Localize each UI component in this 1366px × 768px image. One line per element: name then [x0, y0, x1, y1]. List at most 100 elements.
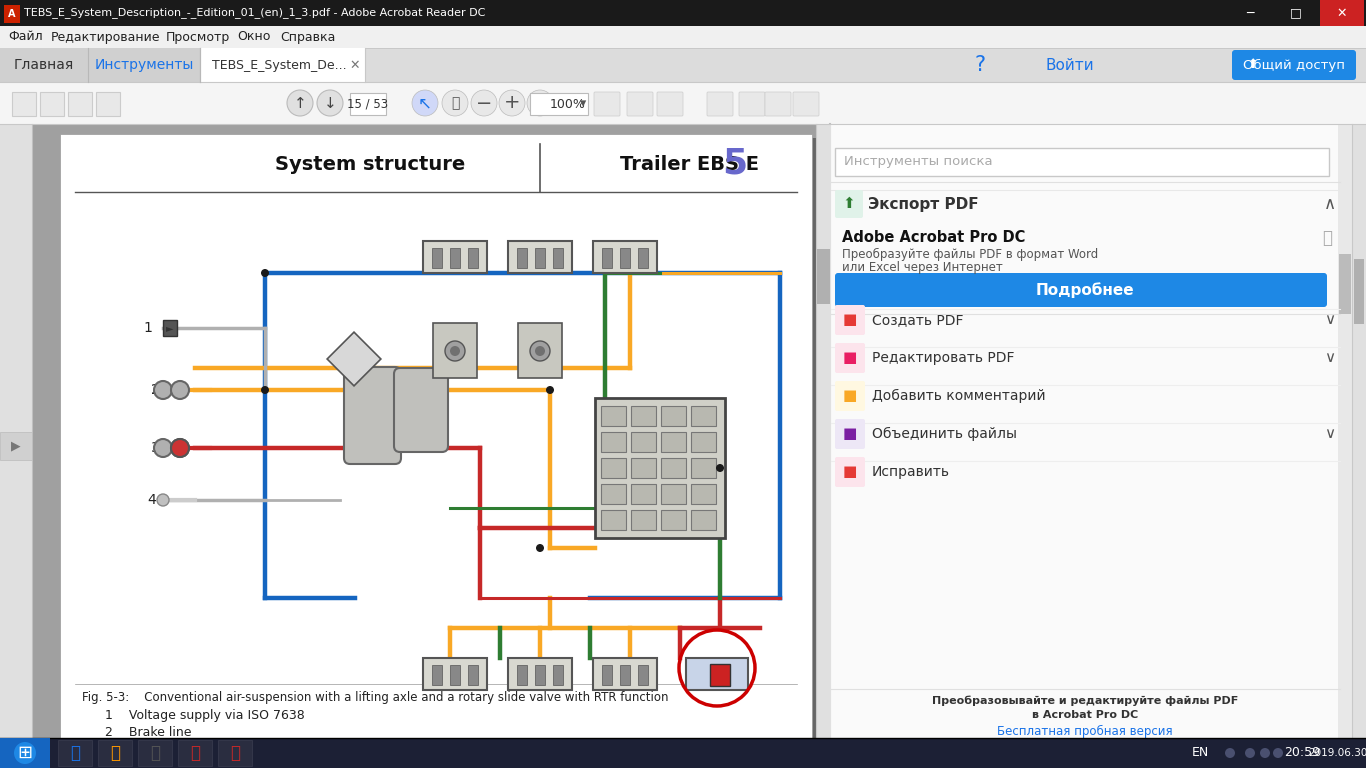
Text: Бесплатная пробная версия: Бесплатная пробная версия	[997, 724, 1173, 737]
Bar	[601, 432, 626, 452]
Bar	[0, 82, 1366, 124]
Bar	[661, 510, 686, 530]
Bar	[602, 665, 612, 685]
Text: Общий доступ: Общий доступ	[1243, 58, 1346, 71]
Bar	[98, 740, 133, 766]
Text: Преобразовывайте и редактируйте файлы PDF: Преобразовывайте и редактируйте файлы PD…	[932, 696, 1238, 707]
Bar	[691, 432, 716, 452]
Bar	[96, 92, 120, 116]
Circle shape	[1244, 748, 1255, 758]
Circle shape	[154, 439, 172, 457]
Bar	[432, 248, 443, 268]
Bar	[691, 510, 716, 530]
Bar	[0, 738, 1366, 768]
Bar	[469, 665, 478, 685]
Bar	[535, 248, 545, 268]
Text: System structure: System structure	[275, 154, 466, 174]
Text: ►: ►	[167, 323, 173, 333]
Circle shape	[317, 90, 343, 116]
Circle shape	[443, 90, 469, 116]
Bar	[64, 138, 816, 760]
Text: ?: ?	[974, 55, 985, 75]
Bar	[60, 134, 811, 756]
Text: ⬆: ⬆	[1249, 58, 1258, 71]
FancyBboxPatch shape	[1232, 50, 1356, 80]
Bar	[593, 241, 657, 273]
Bar	[0, 124, 1366, 768]
FancyBboxPatch shape	[835, 457, 865, 487]
FancyBboxPatch shape	[835, 419, 865, 449]
Text: Редактировать PDF: Редактировать PDF	[872, 351, 1015, 365]
Bar	[0, 26, 1366, 48]
Circle shape	[499, 90, 525, 116]
Text: □: □	[1290, 6, 1302, 19]
Text: Главная: Главная	[14, 58, 74, 72]
Bar	[661, 484, 686, 504]
Circle shape	[157, 494, 169, 506]
Bar	[596, 398, 725, 538]
Text: ∨: ∨	[1325, 350, 1336, 366]
Text: ↖: ↖	[418, 94, 432, 112]
Circle shape	[445, 341, 464, 361]
Text: ∨: ∨	[1325, 426, 1336, 442]
Bar	[518, 323, 561, 378]
Bar	[691, 458, 716, 478]
Text: 5: 5	[723, 147, 747, 181]
FancyBboxPatch shape	[765, 92, 791, 116]
Text: Редактирование: Редактирование	[51, 31, 160, 44]
Circle shape	[171, 381, 189, 399]
Bar	[686, 658, 749, 690]
Text: 🔒: 🔒	[150, 744, 160, 762]
FancyBboxPatch shape	[657, 92, 683, 116]
Bar	[516, 665, 527, 685]
Text: Войти: Войти	[1046, 58, 1094, 72]
Bar	[593, 658, 657, 690]
Bar	[57, 740, 92, 766]
Bar	[0, 48, 1366, 82]
Bar	[1352, 124, 1366, 768]
Text: Экспорт PDF: Экспорт PDF	[867, 197, 978, 211]
Bar	[638, 248, 647, 268]
Text: Исправить: Исправить	[872, 465, 949, 479]
Text: ─: ─	[1246, 6, 1254, 19]
FancyBboxPatch shape	[708, 92, 734, 116]
Text: 15 / 53: 15 / 53	[347, 98, 388, 111]
Text: Инструменты: Инструменты	[94, 58, 194, 72]
Circle shape	[1259, 748, 1270, 758]
Bar	[631, 458, 656, 478]
Bar	[449, 248, 460, 268]
Text: Adobe Acrobat Pro DC: Adobe Acrobat Pro DC	[841, 230, 1026, 246]
Bar	[0, 432, 31, 460]
Bar	[449, 665, 460, 685]
Bar	[4, 5, 20, 23]
Text: TEBS_E_System_De...: TEBS_E_System_De...	[212, 58, 347, 71]
Bar	[601, 510, 626, 530]
Bar	[0, 124, 31, 768]
Text: A: A	[8, 9, 16, 19]
Bar	[631, 432, 656, 452]
FancyBboxPatch shape	[835, 381, 865, 411]
FancyBboxPatch shape	[344, 367, 402, 464]
Bar	[0, 738, 51, 768]
Bar	[661, 458, 686, 478]
Bar	[602, 248, 612, 268]
Text: ■: ■	[843, 350, 858, 366]
Text: 2    Brake line: 2 Brake line	[105, 726, 191, 739]
Text: Просмотр: Просмотр	[165, 31, 229, 44]
Bar	[631, 484, 656, 504]
Bar	[423, 658, 488, 690]
Text: Файл: Файл	[8, 31, 42, 44]
Text: ↓: ↓	[324, 95, 336, 111]
Circle shape	[1225, 748, 1235, 758]
Bar	[508, 658, 572, 690]
Text: 4: 4	[148, 493, 156, 507]
Text: ⊞: ⊞	[18, 744, 33, 762]
Circle shape	[171, 439, 189, 457]
Bar	[0, 48, 87, 82]
Bar	[68, 92, 92, 116]
Text: ⧉: ⧉	[1322, 229, 1332, 247]
Text: +: +	[504, 94, 520, 112]
FancyBboxPatch shape	[835, 273, 1326, 307]
Bar	[638, 665, 647, 685]
Text: 1    Voltage supply via ISO 7638: 1 Voltage supply via ISO 7638	[105, 710, 305, 723]
